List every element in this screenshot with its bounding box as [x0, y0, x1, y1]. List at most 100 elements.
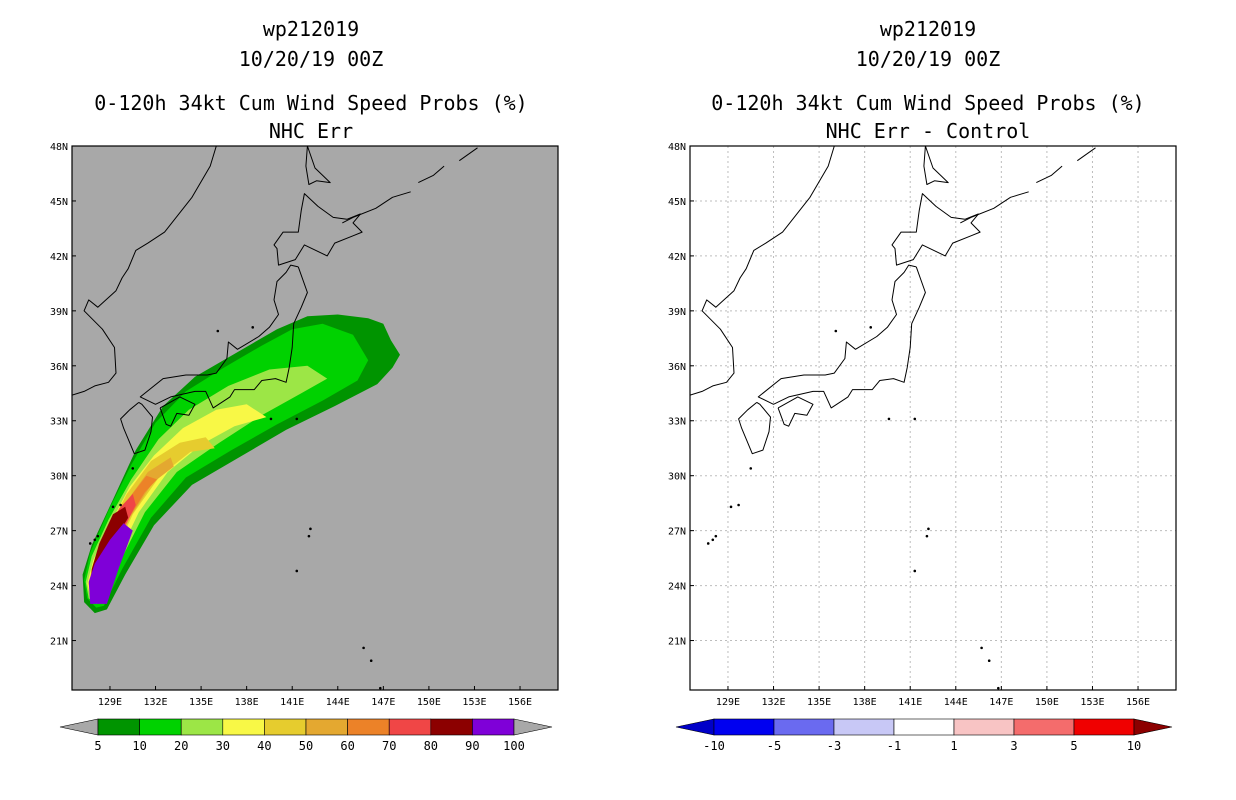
x-tick-label: 129E [98, 697, 122, 708]
left-title-storm: wp212019 [263, 17, 359, 41]
island-mark [706, 542, 710, 545]
island-mark [913, 569, 917, 573]
right-panel-titles: wp212019 10/20/19 00Z 0-120h 34kt Cum Wi… [711, 17, 1144, 143]
y-tick-label: 48N [50, 142, 68, 153]
x-tick-label: 141E [280, 697, 304, 708]
right-title-product: 0-120h 34kt Cum Wind Speed Probs (%) [711, 91, 1144, 115]
island-mark [362, 646, 365, 650]
x-tick-label: 144E [944, 697, 968, 708]
colorbar-label: -5 [767, 739, 781, 753]
coastline-segment [777, 396, 814, 427]
left-colorbar: 5 10 20 30 40 50 60 70 80 90 100 [59, 718, 553, 753]
y-tick-label: 42N [668, 252, 686, 263]
y-tick-label: 42N [50, 252, 68, 263]
x-tick-label: 156E [508, 697, 532, 708]
x-tick-label: 132E [143, 697, 167, 708]
island-mark [737, 503, 740, 507]
y-tick-label: 33N [50, 417, 68, 428]
x-tick-label: 150E [417, 697, 441, 708]
colorbar-label: 1 [950, 739, 957, 753]
island-mark [379, 686, 382, 690]
colorbar-under-arrow [675, 718, 715, 736]
x-tick-label: 153E [1080, 697, 1104, 708]
colorbar-label: 40 [257, 739, 271, 753]
colorbar-swatch [893, 718, 955, 736]
left-y-axis: 21N 24N 27N 30N 33N 36N 39N 42N 45N 48N [50, 142, 76, 648]
colorbar-swatch [305, 718, 348, 736]
island-mark [369, 659, 373, 662]
colorbar-swatch [472, 718, 515, 736]
island-mark [987, 659, 991, 662]
coastline-segment [72, 146, 217, 396]
coastline-segment [139, 264, 308, 409]
y-tick-label: 30N [50, 472, 68, 483]
coastline-segment [690, 146, 835, 396]
colorbar-swatch [388, 718, 432, 736]
x-tick-label: 132E [761, 697, 785, 708]
left-map-background [72, 146, 558, 690]
coastline-segment [418, 165, 445, 184]
colorbar-swatch [1073, 718, 1135, 736]
left-coastlines [72, 146, 478, 690]
right-colorbar: -10 -5 -3 -1 1 3 5 10 [675, 718, 1173, 753]
coastline-segment [159, 396, 196, 427]
y-tick-label: 36N [50, 362, 68, 373]
right-title-config: NHC Err - Control [826, 119, 1031, 143]
y-tick-label: 27N [50, 527, 68, 538]
left-map-frame [71, 145, 559, 691]
colorbar-swatch [713, 718, 775, 736]
coastline-segment [305, 146, 331, 185]
colorbar-over-arrow [1133, 718, 1173, 736]
island-mark [980, 646, 983, 650]
island-mark [711, 538, 715, 542]
x-tick-label: 150E [1035, 697, 1059, 708]
island-mark [96, 534, 100, 538]
coastline-segment [342, 191, 411, 224]
colorbar-swatch [97, 718, 140, 736]
colorbar-label: 3 [1010, 739, 1017, 753]
island-mark [251, 326, 255, 329]
colorbar-swatch [953, 718, 1015, 736]
left-panel-titles: wp212019 10/20/19 00Z 0-120h 34kt Cum Wi… [94, 17, 527, 143]
coastline-segment [1077, 147, 1096, 162]
colorbar-swatch [773, 718, 835, 736]
right-coastlines [690, 146, 1096, 690]
x-tick-label: 138E [235, 697, 259, 708]
contour-fill-90pct [88, 523, 133, 604]
y-tick-label: 21N [668, 637, 686, 648]
island-mark [131, 467, 135, 470]
colorbar-swatch [222, 718, 265, 736]
right-x-axis: 129E 132E 135E 138E 141E 144E 147E 150E 153E 156E [716, 686, 1150, 708]
island-mark [93, 538, 97, 542]
coastline-segment [273, 193, 363, 266]
y-tick-label: 24N [668, 582, 686, 593]
colorbar-swatch [833, 718, 895, 736]
left-map: 129E 132E 135E 138E 141E 144E 147E 150E 153E 156E… [50, 142, 559, 708]
island-mark [913, 417, 917, 421]
colorbar-label: 80 [424, 739, 438, 753]
island-mark [269, 417, 273, 421]
colorbar-label: 70 [382, 739, 396, 753]
island-mark [749, 467, 753, 470]
colorbar-label: -10 [703, 739, 725, 753]
colorbar-label: 5 [94, 739, 101, 753]
y-tick-label: 36N [668, 362, 686, 373]
x-tick-label: 144E [326, 697, 350, 708]
coastline-segment [1036, 165, 1063, 184]
colorbar-label: 10 [132, 739, 146, 753]
colorbar-label: 90 [465, 739, 479, 753]
y-tick-label: 21N [50, 637, 68, 648]
colorbar-swatch [347, 718, 390, 736]
right-y-axis: 21N 24N 27N 30N 33N 36N 39N 42N 45N 48N [668, 142, 694, 648]
y-tick-label: 33N [668, 417, 686, 428]
x-tick-label: 135E [807, 697, 831, 708]
island-mark [925, 534, 929, 538]
colorbar-label: 60 [340, 739, 354, 753]
colorbar-swatch [180, 718, 224, 736]
right-title-time: 10/20/19 00Z [856, 47, 1001, 71]
x-tick-label: 147E [371, 697, 395, 708]
island-mark [834, 329, 838, 333]
island-mark [714, 534, 718, 538]
island-mark [111, 505, 115, 509]
y-tick-label: 24N [50, 582, 68, 593]
